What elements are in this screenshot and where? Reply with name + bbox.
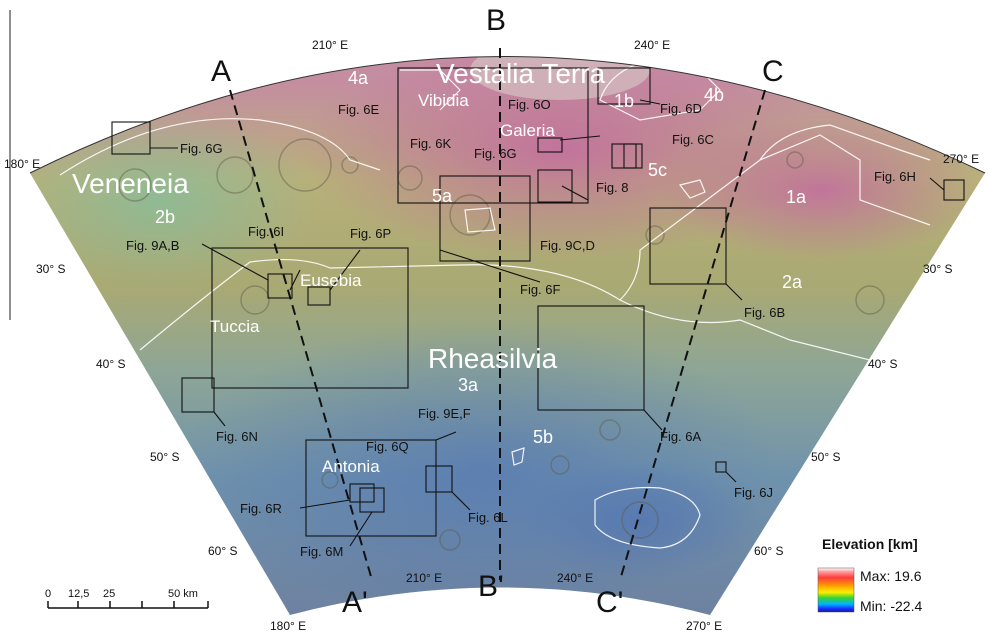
unit-2b: 2b — [155, 207, 175, 227]
lat-label-40-left: 40° S — [96, 357, 125, 371]
fig-label-9ab: Fig. 9A,B — [126, 238, 179, 253]
unit-3a: 3a — [458, 375, 479, 395]
lat-label-50-left: 50° S — [150, 450, 179, 464]
lat-label-60-right: 60° S — [754, 544, 783, 558]
unit-4b: 4b — [704, 85, 724, 105]
profile-b-prime: B' — [478, 570, 504, 603]
scale-tick-0: 0 — [45, 588, 51, 600]
lon-label-180-side: 180° E — [4, 157, 40, 171]
region-rheasilvia: Rheasilvia — [428, 343, 558, 374]
fig-label-6p: Fig. 6P — [350, 226, 391, 241]
fig-label-6c: Fig. 6C — [672, 132, 714, 147]
legend-colorbar — [817, 567, 855, 613]
fig-label-6d: Fig. 6D — [660, 101, 702, 116]
fig-label-6r: Fig. 6R — [240, 501, 282, 516]
legend-min: Min: -22.4 — [860, 598, 922, 614]
scale-tick-50: 50 km — [168, 588, 198, 600]
fig-label-6a: Fig. 6A — [660, 429, 702, 444]
profile-c-prime: C' — [596, 586, 623, 619]
lon-label-270-side: 270° E — [943, 152, 979, 166]
unit-labels: 4a 4b 1b 5c 1a 2a 2b 5a 3a 5b — [155, 68, 807, 447]
profile-labels: A B C A' B' C' — [211, 4, 784, 619]
fig-label-6f: Fig. 6F — [520, 282, 561, 297]
fig-label-6o: Fig. 6O — [508, 97, 551, 112]
unit-5b: 5b — [533, 427, 553, 447]
region-vestalia-terra: Vestalia Terra — [436, 58, 606, 89]
profile-a-prime: A' — [342, 586, 368, 619]
fig-label-6g-center: Fig. 6G — [474, 146, 517, 161]
lon-label-180-bottom: 180° E — [270, 619, 306, 633]
fig-label-6n: Fig. 6N — [216, 429, 258, 444]
unit-5a: 5a — [432, 186, 453, 206]
region-veneneia: Veneneia — [72, 168, 189, 199]
fig-label-9ef: Fig. 9E,F — [418, 406, 471, 421]
fig-label-6g-left: Fig. 6G — [180, 141, 223, 156]
scale-bar: 0 12,5 25 50 km — [45, 588, 209, 609]
unit-5c: 5c — [648, 160, 667, 180]
grid-labels: 210° E 240° E 180° E 270° E 180° E 210° … — [4, 38, 979, 633]
elevation-legend: Elevation [km] Max: 19.6 Min: -22.4 — [817, 536, 922, 614]
region-labels: Vestalia Terra Veneneia Rheasilvia Vibid… — [72, 58, 606, 476]
fig-label-6l: Fig. 6L — [468, 510, 508, 525]
fig-label-6k: Fig. 6K — [410, 136, 452, 151]
fig-label-6e: Fig. 6E — [338, 102, 380, 117]
lon-label-240-top: 240° E — [634, 38, 670, 52]
lon-label-210-bottom: 210° E — [406, 571, 442, 585]
lon-label-270-bottom: 270° E — [686, 619, 722, 633]
crater-tuccia: Tuccia — [210, 317, 260, 336]
unit-2a: 2a — [782, 272, 803, 292]
legend-max: Max: 19.6 — [860, 568, 922, 584]
lon-label-240-bottom: 240° E — [557, 571, 593, 585]
crater-antonia: Antonia — [322, 457, 380, 476]
lat-label-30-left: 30° S — [36, 262, 65, 276]
fig-label-8: Fig. 8 — [596, 180, 629, 195]
lat-label-60-left: 60° S — [208, 544, 237, 558]
legend-title: Elevation [km] — [822, 536, 918, 552]
crater-eusebia: Eusebia — [300, 271, 362, 290]
crater-vibidia: Vibidia — [418, 91, 469, 110]
crater-galeria: Galeria — [500, 121, 555, 140]
lat-label-40-right: 40° S — [868, 357, 897, 371]
lat-label-50-right: 50° S — [811, 450, 840, 464]
unit-4a: 4a — [348, 68, 369, 88]
scale-tick-25: 25 — [103, 588, 115, 600]
fig-label-6i: Fig. 6I — [248, 224, 284, 239]
fig-label-9cd: Fig. 9C,D — [540, 238, 595, 253]
scale-tick-12-5: 12,5 — [68, 588, 89, 600]
unit-1b: 1b — [614, 91, 634, 111]
profile-b: B — [486, 4, 506, 37]
fig-label-6h: Fig. 6H — [874, 169, 916, 184]
fig-label-6b: Fig. 6B — [744, 305, 785, 320]
fig-label-6m: Fig. 6M — [300, 544, 343, 559]
lat-label-30-right: 30° S — [923, 262, 952, 276]
fig-label-6q: Fig. 6Q — [366, 439, 409, 454]
unit-1a: 1a — [786, 187, 807, 207]
profile-c: C — [762, 55, 784, 88]
lon-label-210-top: 210° E — [312, 38, 348, 52]
profile-a: A — [211, 55, 231, 88]
fig-label-6j: Fig. 6J — [734, 485, 773, 500]
figure-labels: Fig. 6E Fig. 6K Fig. 6O Fig. 6D Fig. 6C … — [126, 97, 916, 559]
